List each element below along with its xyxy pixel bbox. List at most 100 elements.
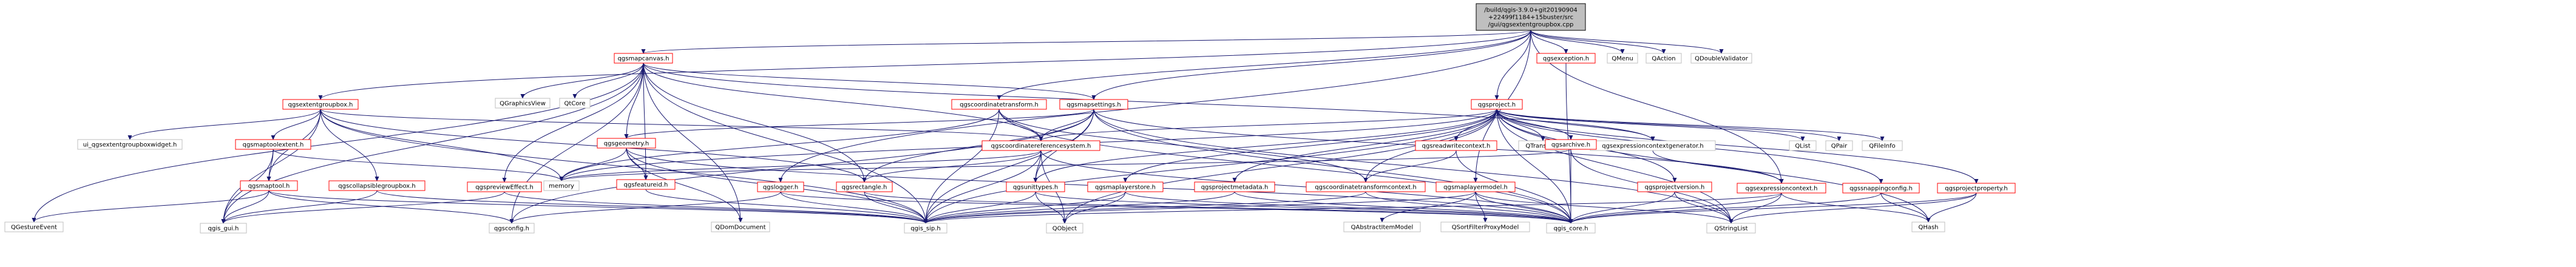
edge-qgsmaplayermodel-to-QSortFilterProxyModel (1475, 191, 1488, 223)
node-box (1415, 140, 1497, 151)
edge-qgsmapsettings-to-qgis_sip (923, 109, 1094, 224)
node-qgscoordinatereferencesystem[interactable]: qgscoordinatereferencesystem.h (981, 140, 1100, 151)
node-qgscollapsiblegroupbox[interactable]: qgscollapsiblegroupbox.h (328, 180, 425, 191)
edge-qgsprojectproperty-to-QStringList (1729, 192, 1977, 224)
edge-qgsmapcanvas-to-qgsexpressioncontextgenerator (643, 63, 1655, 141)
node-label: qgsmaplayermodel.h (1443, 184, 1508, 191)
node-qgis-gui[interactable]: qgis_gui.h (200, 223, 247, 234)
node-label: QGraphicsView (500, 101, 546, 107)
node-label: QPair (1831, 143, 1848, 150)
edge-qgscoordinatetransformcontext-to-qgis_core (1365, 191, 1573, 224)
node-qgsreadwritecontext[interactable]: qgsreadwritecontext.h (1415, 140, 1497, 151)
node-qgsconfig[interactable]: qgsconfig.h (489, 223, 535, 234)
node-QMenu[interactable]: QMenu (1607, 53, 1638, 64)
node-box (616, 179, 676, 190)
node-box (282, 99, 359, 110)
edge-qgsproject-to-QHash (1496, 109, 1931, 223)
node-label: ui_qgsextentgroupboxwidget.h (83, 142, 177, 149)
edge-qgsprojectversion-to-qgis_core (1568, 191, 1675, 224)
node-QAbstractItemModel[interactable]: QAbstractItemModel (1343, 221, 1421, 232)
node-label: QtCore (564, 101, 586, 107)
node-qgsexpressioncontextgenerator[interactable]: qgsexpressioncontextgenerator.h (1590, 140, 1716, 151)
node-qgsprojectproperty[interactable]: qgsprojectproperty.h (1937, 183, 2016, 194)
edge-qgsrectangle-to-qgis_core (864, 191, 1573, 224)
edge-root-to-qgscoordinatetransform (997, 30, 1531, 100)
node-label: qgsproject.h (1478, 102, 1516, 109)
node-QObject[interactable]: QObject (1046, 223, 1083, 234)
node-root: /build/qgis-3.9.0+git20190904 +22499f1184… (1476, 3, 1586, 31)
node-qgsextentgroupbox[interactable]: qgsextentgroupbox.h (282, 99, 359, 110)
node-qgis-sip[interactable]: qgis_sip.h (904, 223, 947, 234)
node-label: QDoubleValidator (1695, 56, 1749, 63)
edge-qgsmaplayerstore-to-QObject (1062, 191, 1126, 224)
node-QDoubleValidator[interactable]: QDoubleValidator (1690, 53, 1752, 64)
node-box (951, 99, 1047, 110)
node-label: qgssnappingconfig.h (1849, 186, 1913, 192)
node-box (1536, 53, 1596, 64)
node-qgsgeometry[interactable]: qgsgeometry.h (597, 138, 656, 149)
node-label: qgspreviewEffect.h (475, 184, 534, 191)
node-QStringList[interactable]: QStringList (1706, 223, 1756, 234)
node-box (235, 139, 311, 150)
node-box (1440, 221, 1530, 232)
node-label: QDomDocument (715, 225, 765, 231)
node-label: QHash (1918, 225, 1938, 231)
node-qgslogger[interactable]: qgslogger.h (757, 181, 804, 192)
node-box (1607, 53, 1638, 64)
node-QDomDocument[interactable]: QDomDocument (711, 221, 770, 232)
node-box (1476, 3, 1586, 31)
node-qgsmapsettings[interactable]: qgsmapsettings.h (1059, 99, 1128, 110)
node-qgsprojectmetadata[interactable]: qgsprojectmetadata.h (1194, 181, 1275, 192)
edge-qgsmapcanvas-to-qgsmapsettings (643, 63, 1096, 100)
node-qgscoordinatetransform[interactable]: qgscoordinatetransform.h (951, 99, 1047, 110)
node-qgspreviewEffect[interactable]: qgspreviewEffect.h (467, 181, 542, 192)
node-QPair[interactable]: QPair (1825, 140, 1853, 151)
edge-qgsmaplayerstore-to-qgis_sip (923, 191, 1126, 224)
edge-qgsextentgroupbox-to-qgscollapsiblegroupbox (320, 109, 379, 181)
node-qgscoordinatetransformcontext[interactable]: qgscoordinatetransformcontext.h (1306, 181, 1426, 192)
node-qgsprojectversion[interactable]: qgsprojectversion.h (1637, 181, 1712, 192)
edge-qgsproject-to-qgsexpressioncontextgenerator (1496, 109, 1655, 141)
node-label: qgsexception.h (1543, 56, 1589, 63)
node-qgsexception[interactable]: qgsexception.h (1536, 53, 1596, 64)
edge-qgssnappingconfig-to-qgis_core (1568, 192, 1882, 224)
node-qgsmaplayerstore[interactable]: qgsmaplayerstore.h (1087, 181, 1164, 192)
edge-qgssnappingconfig-to-QHash (1880, 192, 1931, 223)
node-qgsmaptoolextent[interactable]: qgsmaptoolextent.h (235, 139, 311, 150)
node-qgsproject[interactable]: qgsproject.h (1471, 99, 1523, 110)
node-qgsmaplayermodel[interactable]: qgsmaplayermodel.h (1435, 181, 1516, 192)
node-qgis-core[interactable]: qgis_core.h (1546, 223, 1596, 234)
node-qgssnappingconfig[interactable]: qgssnappingconfig.h (1842, 183, 1920, 194)
node-qgsarchive[interactable]: qgsarchive.h (1545, 139, 1597, 150)
node-label: qgsexpressioncontext.h (1745, 186, 1817, 192)
node-QHash[interactable]: QHash (1911, 221, 1945, 232)
node-label: memory (549, 183, 574, 190)
node-QtCore[interactable]: QtCore (559, 98, 591, 109)
node-qgsmapcanvas[interactable]: qgsmapcanvas.h (614, 53, 673, 64)
edge-qgscoordinatetransform-to-qgis_core (998, 109, 1573, 224)
node-label: qgsmapsettings.h (1066, 102, 1121, 109)
node-qgsrectangle[interactable]: qgsrectangle.h (836, 181, 893, 192)
node-QGestureEvent[interactable]: QGestureEvent (4, 221, 64, 232)
node-ui-qgsextentgroupboxwidget[interactable]: ui_qgsextentgroupboxwidget.h (77, 139, 183, 150)
node-box (1862, 140, 1903, 151)
node-memory[interactable]: memory (543, 180, 580, 191)
node-box (1059, 99, 1128, 110)
node-qgsexpressioncontext[interactable]: qgsexpressioncontext.h (1737, 183, 1826, 194)
node-QFileInfo[interactable]: QFileInfo (1862, 140, 1903, 151)
node-QAction[interactable]: QAction (1646, 53, 1682, 64)
node-qgsmaptool[interactable]: qgsmaptool.h (240, 180, 298, 191)
node-box (1087, 181, 1164, 192)
edge-qgsproject-to-qgscoordinatereferencesystem (1039, 109, 1497, 141)
node-label: QStringList (1714, 226, 1747, 232)
node-box (1194, 181, 1275, 192)
node-label: QFileInfo (1869, 143, 1896, 150)
node-QSortFilterProxyModel[interactable]: QSortFilterProxyModel (1440, 221, 1530, 232)
node-box (467, 181, 542, 192)
node-QList[interactable]: QList (1789, 140, 1817, 151)
node-QGraphicsView[interactable]: QGraphicsView (495, 98, 551, 109)
node-box (1046, 223, 1083, 234)
node-box (1690, 53, 1752, 64)
node-qgsunittypes[interactable]: qgsunittypes.h (1006, 181, 1065, 192)
node-qgsfeatureid[interactable]: qgsfeatureid.h (616, 179, 676, 190)
